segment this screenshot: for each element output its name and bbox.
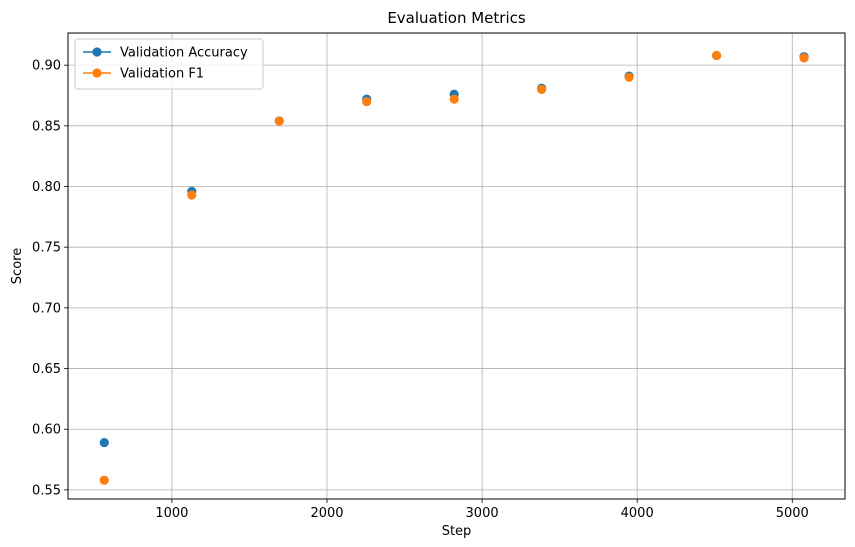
x-tick-label: 2000 (310, 506, 343, 521)
x-tick-label: 3000 (466, 506, 499, 521)
data-point (449, 94, 459, 104)
data-point (799, 53, 809, 63)
x-axis-label: Step (442, 524, 472, 539)
y-tick-label: 0.80 (32, 180, 61, 195)
y-tick-label: 0.85 (32, 119, 61, 134)
y-tick-label: 0.75 (32, 241, 61, 256)
x-tick-label: 5000 (776, 506, 809, 521)
legend-marker (92, 68, 102, 78)
data-points (99, 50, 809, 485)
y-tick-label: 0.70 (32, 301, 61, 316)
series-validation-f1 (99, 50, 809, 485)
data-point (362, 96, 372, 107)
data-point (711, 50, 722, 61)
axis-ticks: 1000 2000 3000 4000 5000 0.55 0.60 0.65 0.70 0.75… (32, 59, 809, 521)
y-tick-label: 0.60 (32, 423, 61, 438)
x-tick-label: 1000 (155, 506, 188, 521)
chart-title: Evaluation Metrics (387, 9, 526, 27)
plot-frame (67, 32, 846, 500)
data-point (624, 72, 634, 82)
y-tick-label: 0.90 (32, 59, 61, 74)
data-point (537, 84, 547, 95)
legend-label: Validation Accuracy (120, 46, 248, 61)
y-tick-label: 0.55 (32, 483, 61, 498)
data-point (187, 190, 197, 200)
data-point (99, 437, 109, 448)
legend-item: Validation Accuracy (83, 46, 248, 61)
y-tick-label: 0.65 (32, 362, 61, 377)
y-axis-label: Score (10, 248, 25, 284)
legend-box (74, 38, 264, 90)
legend: Validation Accuracy Validation F1 (74, 38, 264, 90)
legend-marker (92, 47, 102, 57)
legend-item: Validation F1 (83, 67, 204, 82)
data-point (274, 116, 284, 126)
grid-lines (68, 33, 845, 499)
legend-label: Validation F1 (120, 67, 204, 82)
x-tick-label: 4000 (621, 506, 654, 521)
data-point (99, 475, 109, 485)
